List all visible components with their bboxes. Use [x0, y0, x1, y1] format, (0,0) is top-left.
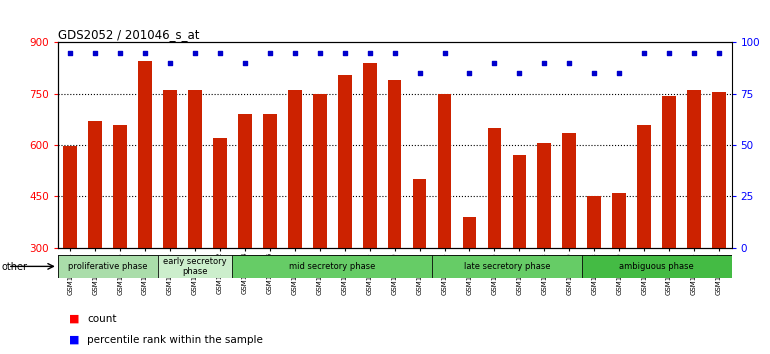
- Point: [688, 50, 700, 56]
- Bar: [687, 90, 701, 350]
- Bar: [63, 146, 77, 350]
- Bar: [363, 63, 377, 350]
- Text: late secretory phase: late secretory phase: [464, 262, 551, 271]
- Bar: [263, 114, 276, 350]
- Point: [488, 60, 500, 66]
- Bar: [612, 193, 626, 350]
- Bar: [89, 121, 102, 350]
- Point: [638, 50, 651, 56]
- Text: percentile rank within the sample: percentile rank within the sample: [87, 335, 263, 345]
- Bar: [487, 128, 501, 350]
- Bar: [288, 90, 302, 350]
- FancyBboxPatch shape: [158, 255, 233, 278]
- Text: other: other: [2, 262, 28, 272]
- Bar: [562, 133, 576, 350]
- Bar: [188, 90, 202, 350]
- Point: [89, 50, 102, 56]
- Point: [214, 50, 226, 56]
- Bar: [163, 90, 177, 350]
- Text: ■: ■: [69, 314, 80, 324]
- Bar: [388, 80, 401, 350]
- FancyBboxPatch shape: [432, 255, 582, 278]
- Text: ■: ■: [69, 335, 80, 345]
- Point: [563, 60, 575, 66]
- Text: mid secretory phase: mid secretory phase: [289, 262, 376, 271]
- Point: [438, 50, 450, 56]
- Bar: [139, 61, 152, 350]
- Bar: [513, 155, 526, 350]
- Point: [263, 50, 276, 56]
- Point: [339, 50, 351, 56]
- Point: [64, 50, 76, 56]
- Text: 100%: 100%: [768, 30, 770, 40]
- Point: [139, 50, 151, 56]
- Bar: [463, 217, 477, 350]
- Bar: [238, 114, 252, 350]
- Point: [239, 60, 251, 66]
- Point: [413, 70, 426, 76]
- Point: [713, 50, 725, 56]
- Text: GDS2052 / 201046_s_at: GDS2052 / 201046_s_at: [58, 28, 199, 41]
- Point: [613, 70, 625, 76]
- Bar: [537, 143, 551, 350]
- Text: early secretory
phase: early secretory phase: [163, 257, 227, 276]
- Point: [164, 60, 176, 66]
- Bar: [113, 125, 127, 350]
- Point: [114, 50, 126, 56]
- Point: [588, 70, 601, 76]
- FancyBboxPatch shape: [58, 255, 158, 278]
- Point: [538, 60, 551, 66]
- FancyBboxPatch shape: [233, 255, 432, 278]
- Point: [363, 50, 376, 56]
- Bar: [437, 94, 451, 350]
- Point: [289, 50, 301, 56]
- Bar: [638, 125, 651, 350]
- FancyBboxPatch shape: [582, 255, 732, 278]
- Point: [189, 50, 201, 56]
- Bar: [712, 92, 726, 350]
- Text: ambiguous phase: ambiguous phase: [619, 262, 694, 271]
- Point: [313, 50, 326, 56]
- Bar: [213, 138, 227, 350]
- Point: [388, 50, 400, 56]
- Bar: [313, 94, 326, 350]
- Point: [663, 50, 675, 56]
- Bar: [662, 96, 676, 350]
- Text: proliferative phase: proliferative phase: [68, 262, 147, 271]
- Point: [514, 70, 526, 76]
- Text: count: count: [87, 314, 116, 324]
- Bar: [413, 179, 427, 350]
- Point: [464, 70, 476, 76]
- Bar: [588, 196, 601, 350]
- Bar: [338, 75, 352, 350]
